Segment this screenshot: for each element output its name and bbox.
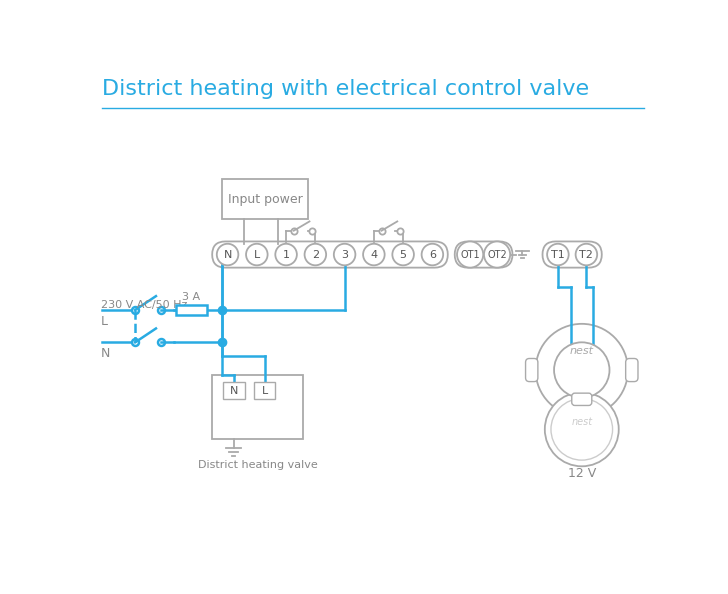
Text: Input power: Input power (228, 192, 303, 206)
Text: District heating with electrical control valve: District heating with electrical control… (102, 79, 589, 99)
Text: 5: 5 (400, 249, 407, 260)
Text: L: L (100, 315, 108, 328)
FancyBboxPatch shape (625, 359, 638, 381)
Circle shape (576, 244, 597, 266)
Text: 6: 6 (429, 249, 436, 260)
Text: nest: nest (571, 416, 593, 426)
Text: 3: 3 (341, 249, 348, 260)
Text: 4: 4 (371, 249, 377, 260)
Text: OT2: OT2 (487, 249, 507, 260)
Text: OT1: OT1 (460, 249, 480, 260)
Text: L: L (261, 386, 268, 396)
Text: District heating valve: District heating valve (198, 460, 317, 470)
FancyBboxPatch shape (542, 241, 602, 268)
Text: 12 V: 12 V (568, 467, 596, 480)
FancyBboxPatch shape (212, 241, 448, 268)
FancyBboxPatch shape (455, 241, 513, 268)
Circle shape (554, 342, 609, 398)
Circle shape (392, 244, 414, 266)
Text: L: L (253, 249, 260, 260)
Text: 1: 1 (282, 249, 290, 260)
Circle shape (275, 244, 297, 266)
Text: nest: nest (570, 346, 594, 356)
Circle shape (457, 241, 483, 268)
Circle shape (304, 244, 326, 266)
Circle shape (246, 244, 268, 266)
Circle shape (363, 244, 384, 266)
Text: 3 A: 3 A (182, 292, 200, 302)
Circle shape (422, 244, 443, 266)
FancyBboxPatch shape (571, 393, 592, 406)
FancyBboxPatch shape (222, 179, 309, 219)
Text: N: N (223, 249, 232, 260)
Circle shape (217, 244, 238, 266)
Text: N: N (100, 347, 110, 361)
Text: T1: T1 (551, 249, 565, 260)
Circle shape (545, 393, 619, 466)
Circle shape (551, 399, 612, 460)
Circle shape (547, 244, 569, 266)
FancyBboxPatch shape (254, 383, 275, 399)
FancyBboxPatch shape (212, 375, 303, 438)
Text: T2: T2 (579, 249, 593, 260)
Text: 2: 2 (312, 249, 319, 260)
Circle shape (484, 241, 510, 268)
Text: N: N (229, 386, 238, 396)
FancyBboxPatch shape (223, 383, 245, 399)
Text: 230 V AC/50 Hz: 230 V AC/50 Hz (100, 300, 187, 310)
FancyBboxPatch shape (176, 305, 207, 315)
Circle shape (536, 324, 628, 416)
Circle shape (334, 244, 355, 266)
FancyBboxPatch shape (526, 359, 538, 381)
